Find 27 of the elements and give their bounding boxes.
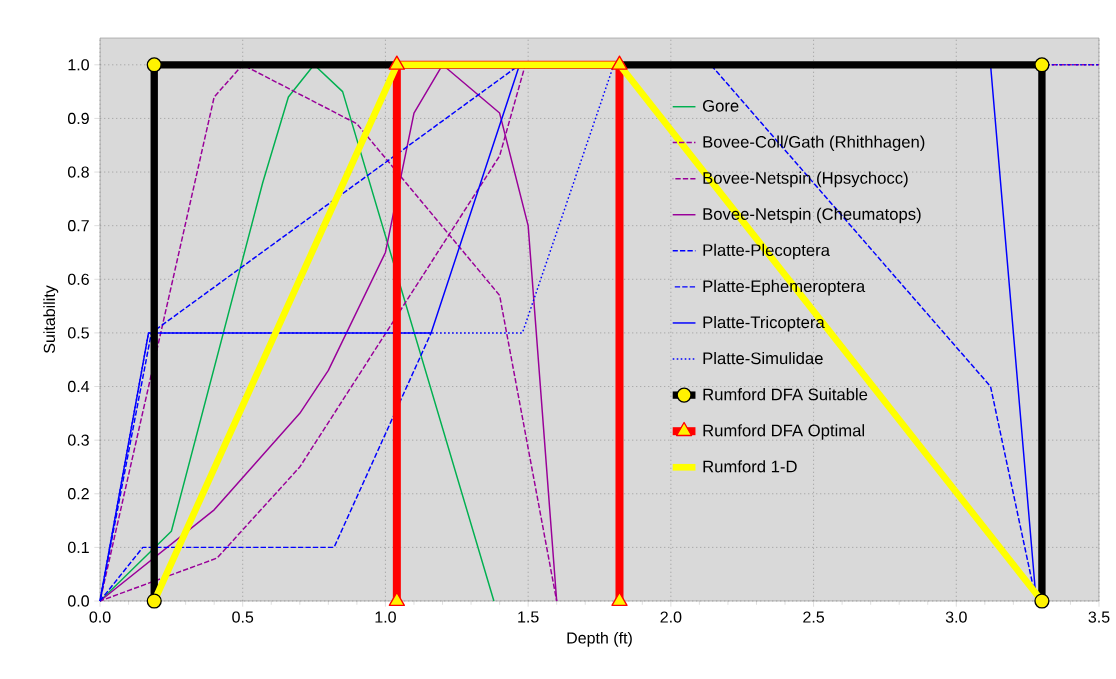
x-tick-label: 1.5 xyxy=(518,611,539,623)
y-tick-label: 0.0 xyxy=(67,595,89,607)
y-tick-label: 0.4 xyxy=(67,380,90,393)
y-tick-label: 0.6 xyxy=(67,273,89,285)
y-tick-label: 0.2 xyxy=(67,488,89,500)
legend-label: Rumford DFA Optimal xyxy=(703,424,865,440)
x-tick-label: 3.5 xyxy=(1088,611,1110,623)
y-tick-label: 0.9 xyxy=(67,112,89,125)
legend-label: Platte-Simulidae xyxy=(703,351,823,365)
x-tick-label: 0.5 xyxy=(232,611,254,623)
x-tick-label: 1.0 xyxy=(375,611,396,623)
y-tick-label: 0.1 xyxy=(67,541,89,554)
x-tick-label: 2.5 xyxy=(803,611,825,623)
legend-label: Bovee-Coll/Gath (Rhithhagen) xyxy=(703,135,925,152)
y-tick-label: 0.8 xyxy=(67,166,89,178)
y-axis-title: Suitability xyxy=(43,285,59,354)
y-tick-label: 1.0 xyxy=(68,59,89,71)
legend-label: Rumford DFA Suitable xyxy=(703,388,868,401)
y-tick-label: 0.7 xyxy=(67,220,89,232)
y-tick-label: 0.5 xyxy=(67,327,89,339)
x-tick-label: 3.0 xyxy=(945,611,967,623)
y-tick-label: 0.3 xyxy=(67,434,89,446)
x-tick-label: 2.0 xyxy=(660,611,682,623)
legend-label: Gore xyxy=(702,99,739,112)
x-tick-label: 0.0 xyxy=(89,611,111,623)
legend-label: Rumford 1-D xyxy=(703,460,797,473)
x-axis-title: Depth (ft) xyxy=(567,631,632,647)
